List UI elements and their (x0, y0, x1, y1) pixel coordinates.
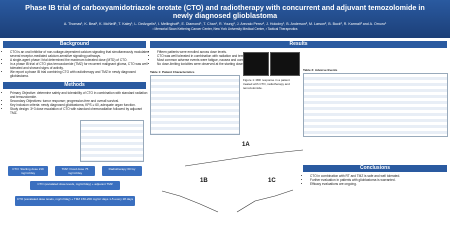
table (150, 75, 240, 135)
authors: A. Thomas¹, K. Beal¹, K. McNeill¹, T. Ka… (63, 22, 387, 26)
affiliations: ¹ Memorial Sloan Kettering Cancer Center… (152, 27, 298, 32)
bullet-list: Fifteen patients were enrolled across do… (150, 50, 307, 66)
section-header: Results (150, 41, 447, 48)
flow-box: TMZ: Fixed dose 75 mg/m²/day (55, 166, 95, 176)
flow-box: Radiotherapy 60 Gy (102, 166, 142, 176)
bullet: CTO was well tolerated in combination wi… (157, 54, 307, 58)
plot (236, 189, 294, 213)
mri-image (270, 52, 300, 76)
plot (161, 190, 219, 213)
flow-box: CTO (escalated dose levels, mg/m²/day) +… (15, 196, 135, 206)
bullet-list: CTO in combination with RT and TMZ is sa… (303, 174, 450, 186)
table (80, 120, 144, 162)
bullet: No dose-limiting toxicities were observe… (157, 62, 307, 66)
bullet: We report a phase IB trial combining CTO… (10, 70, 150, 78)
flow-box: CTO (escalated dose levels, mg/m²/day) +… (30, 181, 120, 190)
table (303, 73, 448, 137)
bullet: A single-agent phase I trial determined … (10, 58, 150, 62)
bullet: Further evaluation in patients with glio… (310, 178, 450, 182)
mri-image (243, 52, 269, 76)
plot (185, 149, 304, 167)
bullet: CTO is an oral inhibitor of non-voltage-… (10, 50, 150, 58)
table-caption: Table 1: Patient Characteristics (150, 70, 195, 74)
header: Phase IB trial of carboxyamidotriazole o… (0, 0, 450, 38)
section-header: Background (3, 41, 146, 48)
bullet: Most common adverse events were fatigue,… (157, 58, 307, 62)
figure-label: 1B (200, 178, 208, 184)
bullet: Primary Objective: determine safety and … (10, 91, 150, 99)
bullet: In a phase IB trial of CTO plus temozolo… (10, 62, 150, 70)
table-caption: Table 2: Adverse Events (303, 68, 338, 72)
flow-box: CTO: Starting dose 219 mg/m²/day (8, 166, 48, 176)
section-header: Conclusions (303, 165, 447, 172)
title: Phase IB trial of carboxyamidotriazole o… (25, 3, 425, 20)
bullet-list: CTO is an oral inhibitor of non-voltage-… (3, 50, 150, 78)
bullet: CTO in combination with RT and TMZ is sa… (310, 174, 450, 178)
bullet: Efficacy evaluations are ongoing. (310, 182, 450, 186)
figure-label: 1A (242, 142, 250, 148)
bullet-list: Primary Objective: determine safety and … (3, 91, 150, 115)
figure-caption: Figure 1: MRI response in a patient trea… (243, 78, 290, 90)
bullet: Key inclusion criteria: newly diagnosed … (10, 103, 150, 107)
bullet: Study design: 3+3 dose escalation of CTO… (10, 107, 150, 115)
section-header: Methods (3, 82, 146, 89)
figure-label: 1C (268, 178, 276, 184)
bullet: Secondary Objectives: tumor response; pr… (10, 99, 150, 103)
poster: Phase IB trial of carboxyamidotriazole o… (0, 0, 450, 225)
bullet: Fifteen patients were enrolled across do… (157, 50, 307, 54)
